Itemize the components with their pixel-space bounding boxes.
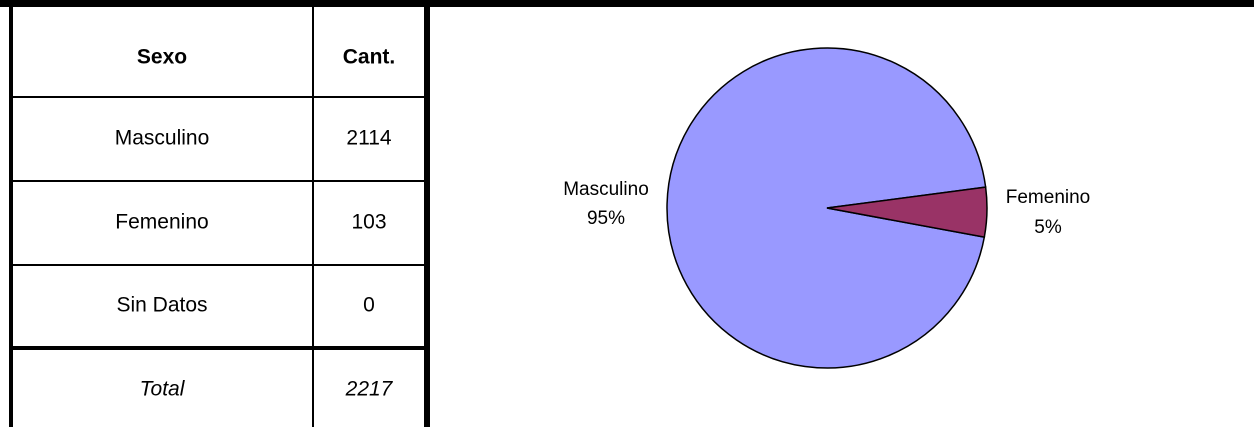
pie-slice [826,186,988,239]
cell: 0 [363,294,375,317]
column-divider [312,0,314,427]
row-line [9,180,430,182]
cell: Sin Datos [116,294,207,317]
row-line [9,96,430,98]
slice-value-label: 95% [587,208,625,229]
top-border [0,0,1254,7]
row-line [9,264,430,266]
row-line [9,346,430,350]
table-right-border [424,0,430,427]
header-cell: Cant. [343,46,396,69]
cell: Femenino [115,211,208,234]
total-label: Total [140,378,186,401]
cell: 2114 [346,127,391,150]
pie-chart: Masculino 95% Femenino 5% [563,47,1091,369]
cell: Masculino [115,127,210,150]
slice-value-label: 5% [1034,217,1062,238]
header-cell: Sexo [137,46,187,69]
pie-slice [666,47,987,369]
cell: 103 [351,211,386,234]
slice-label: Femenino [1006,187,1091,208]
total-value: 2217 [345,378,394,401]
table-left-border [9,0,13,427]
slice-label: Masculino [563,179,649,200]
